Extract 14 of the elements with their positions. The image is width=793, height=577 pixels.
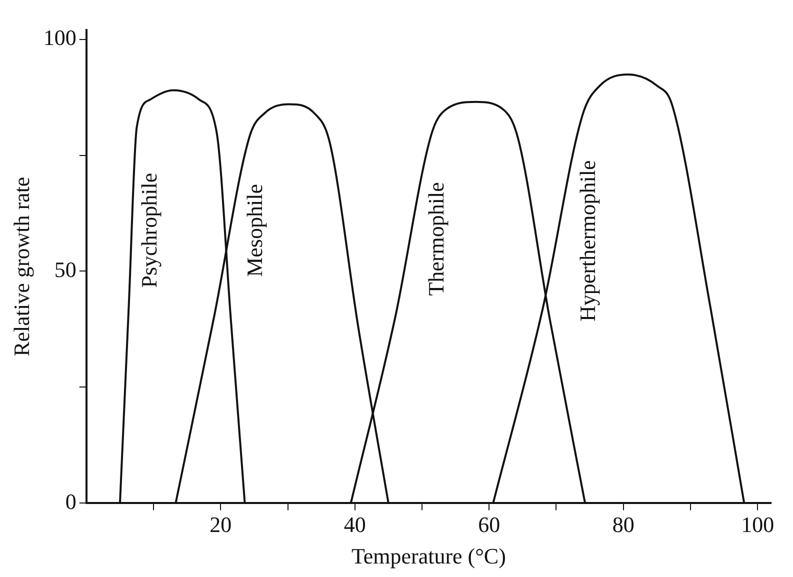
text: Thermophile (424, 182, 449, 296)
text: Hyperthermophile (574, 160, 600, 322)
text: Psychrophile (136, 172, 162, 288)
x-tick-label: 60 (478, 512, 500, 538)
x-tick-label: 100 (741, 512, 774, 538)
x-tick-label: 80 (612, 512, 634, 538)
x-tick-label: 40 (344, 512, 366, 538)
y-tick-label: 50 (54, 257, 76, 282)
x-tick-label: 20 (210, 512, 232, 538)
x-axis-title: Temperature (°C) (351, 544, 506, 569)
y-tick-label: 0 (65, 488, 76, 514)
y-axis-title: Relative growth rate (8, 176, 34, 356)
y-tick-label: 100 (43, 25, 76, 50)
text: Mesophile (242, 184, 267, 277)
